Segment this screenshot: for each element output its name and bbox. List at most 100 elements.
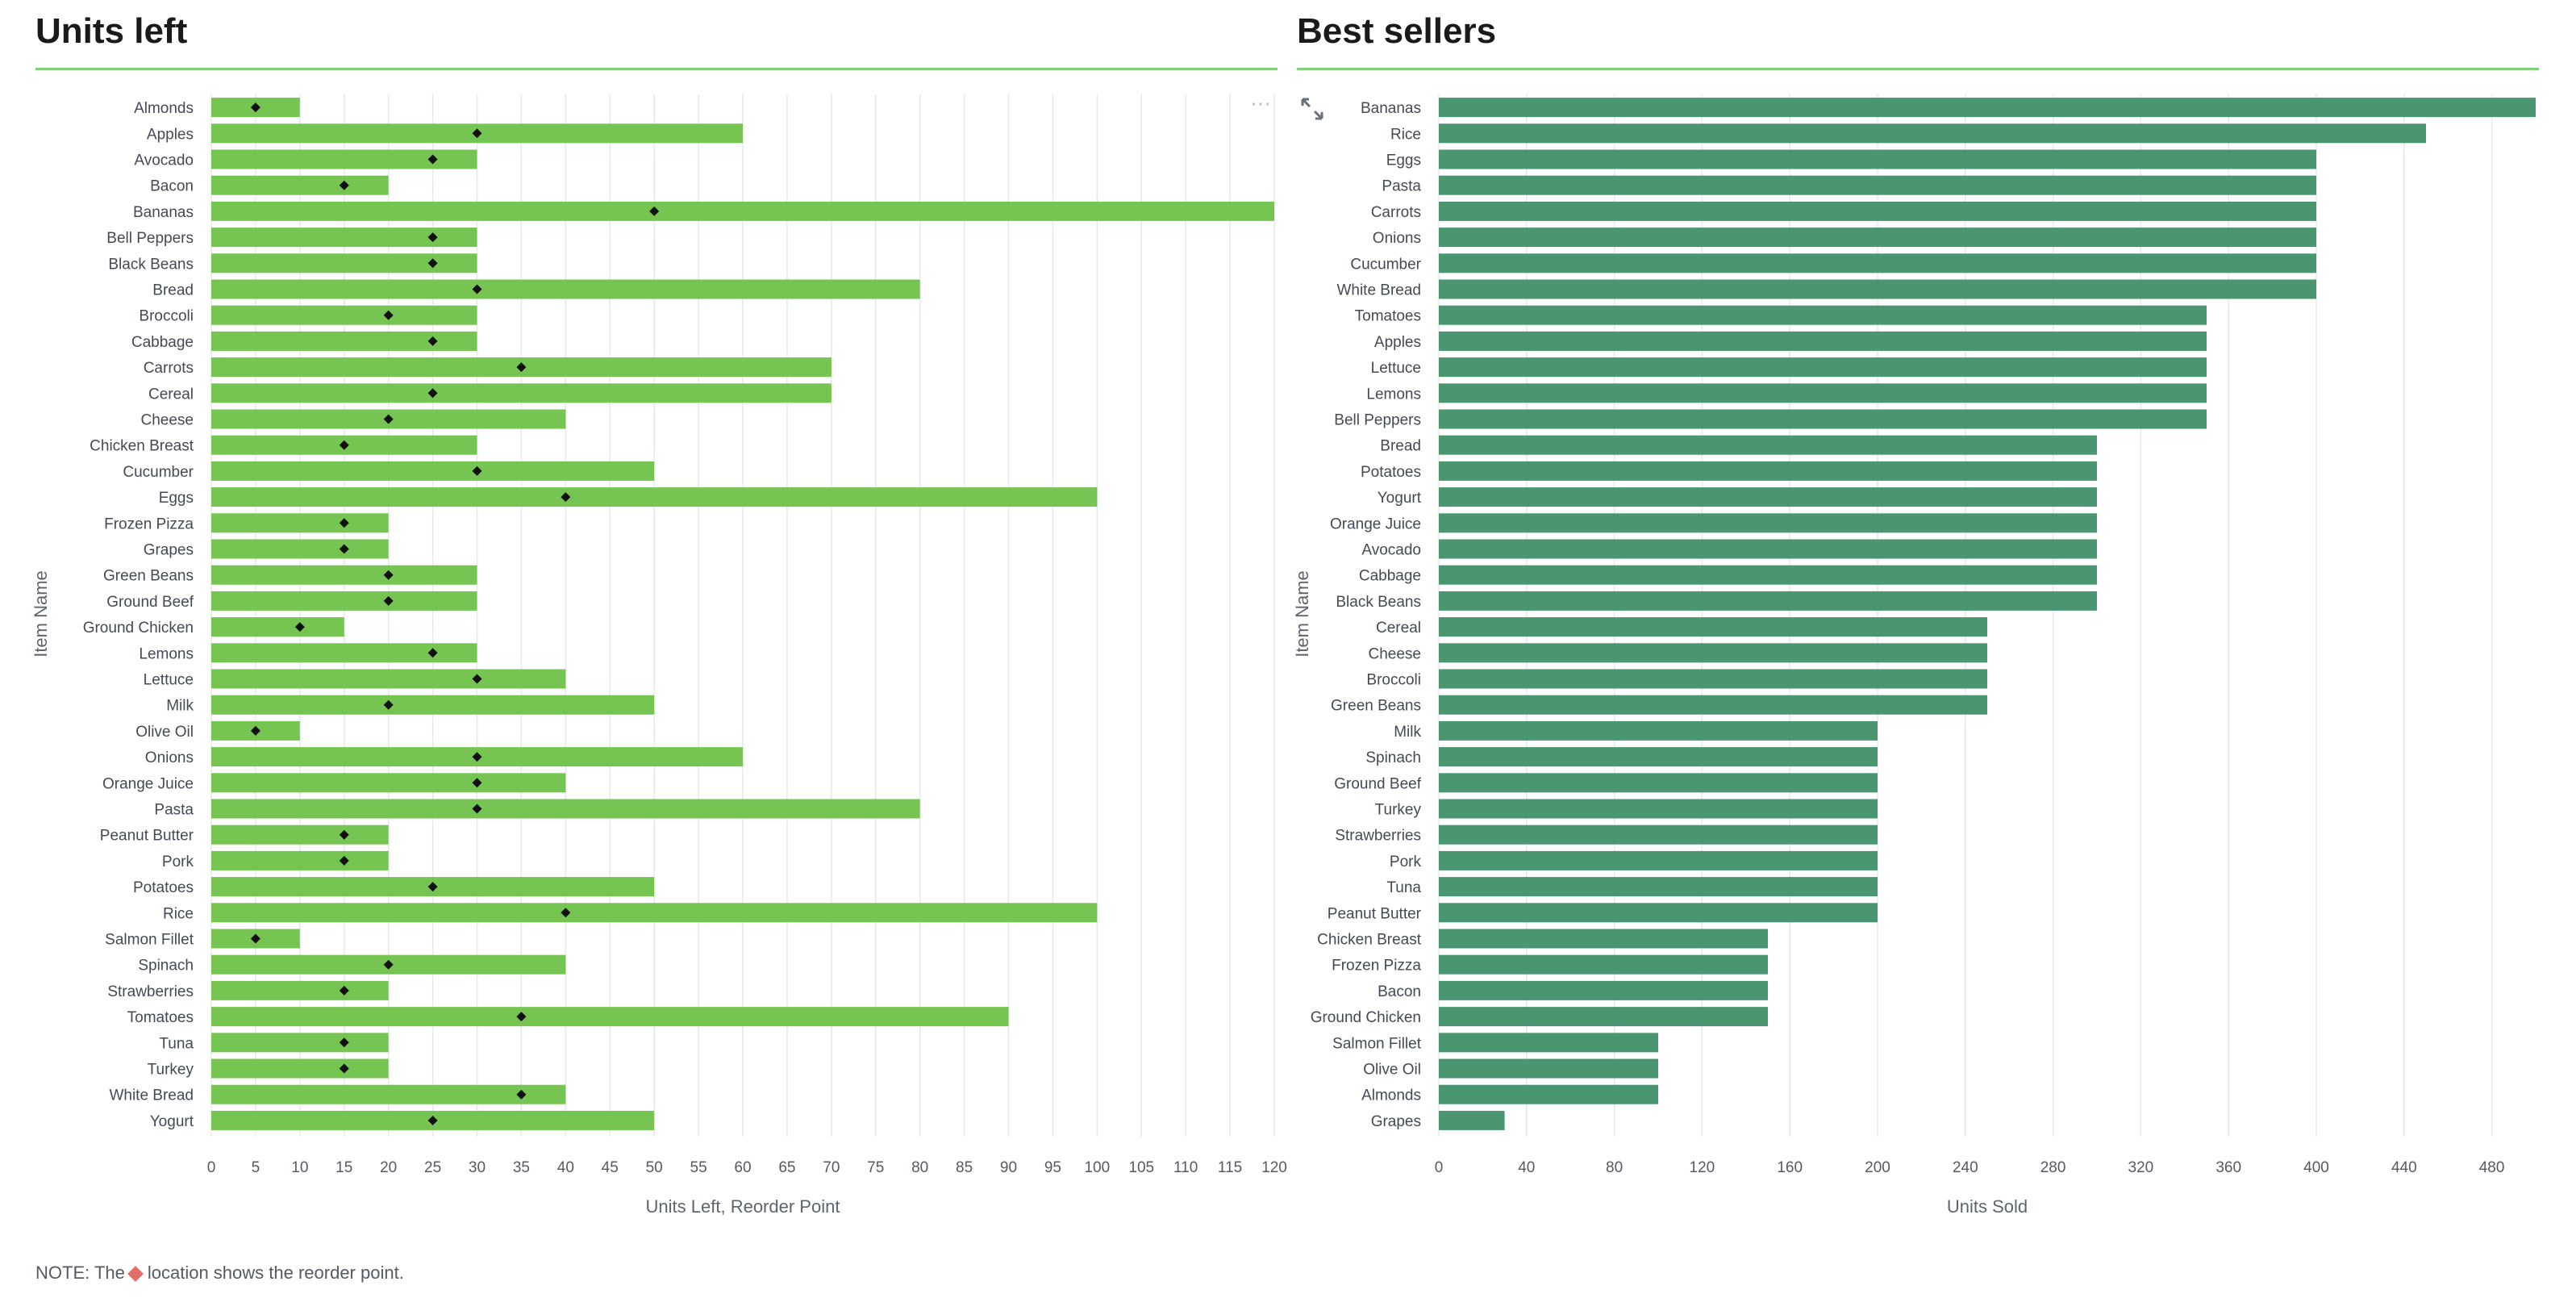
category-label: Peanut Butter bbox=[100, 828, 194, 845]
category-label: Ground Beef bbox=[106, 594, 194, 611]
bar bbox=[211, 565, 477, 585]
reorder-marker bbox=[472, 752, 482, 762]
bar bbox=[1439, 565, 2097, 585]
bar bbox=[1439, 617, 1987, 637]
category-label: Tuna bbox=[1386, 879, 1421, 896]
reorder-marker bbox=[294, 622, 305, 632]
bar bbox=[211, 461, 655, 481]
reorder-note: NOTE: The location shows the reorder poin… bbox=[35, 1263, 404, 1284]
bar bbox=[1439, 980, 1768, 1000]
reorder-marker bbox=[427, 388, 438, 399]
bar bbox=[211, 1058, 389, 1079]
bar bbox=[1439, 850, 1878, 870]
x-tick-label: 0 bbox=[1435, 1159, 1444, 1176]
category-label: Bell Peppers bbox=[1334, 412, 1421, 429]
category-label: Bananas bbox=[1361, 100, 1421, 117]
category-label: Spinach bbox=[138, 958, 194, 975]
x-tick-label: 25 bbox=[424, 1159, 441, 1176]
category-label: Potatoes bbox=[133, 879, 194, 896]
bar bbox=[211, 591, 477, 611]
units-left-title: Units left bbox=[35, 11, 188, 51]
reorder-marker bbox=[250, 933, 261, 944]
x-tick-label: 15 bbox=[336, 1159, 352, 1176]
x-axis-label: Units Left, Reorder Point bbox=[646, 1196, 840, 1217]
bar bbox=[211, 903, 1098, 923]
bar bbox=[1439, 695, 1987, 715]
category-label: Lettuce bbox=[1371, 360, 1421, 377]
reorder-marker bbox=[339, 985, 349, 996]
bar bbox=[1439, 305, 2207, 325]
reorder-marker bbox=[561, 908, 571, 918]
x-tick-label: 65 bbox=[778, 1159, 795, 1176]
bar bbox=[211, 279, 920, 299]
bar bbox=[211, 695, 655, 715]
category-label: Yogurt bbox=[150, 1113, 194, 1130]
bar bbox=[1439, 331, 2207, 351]
x-tick-label: 0 bbox=[207, 1159, 216, 1176]
bar bbox=[1439, 201, 2316, 221]
bar bbox=[1439, 1110, 1505, 1130]
reorder-marker bbox=[383, 414, 394, 424]
bar bbox=[1439, 591, 2097, 611]
reorder-marker bbox=[472, 128, 482, 139]
bar bbox=[1439, 773, 1878, 793]
category-label: White Bread bbox=[1336, 282, 1421, 299]
category-label: Pasta bbox=[154, 802, 194, 819]
category-label: Apples bbox=[147, 126, 194, 143]
reorder-marker bbox=[516, 1089, 527, 1100]
reorder-marker bbox=[472, 284, 482, 294]
category-label: Grapes bbox=[144, 542, 194, 559]
category-label: Carrots bbox=[1371, 204, 1421, 221]
category-label: Olive Oil bbox=[135, 724, 194, 741]
bar bbox=[1439, 513, 2097, 533]
category-label: Bell Peppers bbox=[106, 230, 194, 247]
reorder-marker bbox=[339, 180, 349, 190]
category-label: Tuna bbox=[159, 1035, 194, 1052]
bars bbox=[1439, 98, 2536, 1130]
bar bbox=[1439, 435, 2097, 455]
reorder-marker bbox=[516, 362, 527, 373]
bar bbox=[1439, 409, 2207, 429]
category-label: Cereal bbox=[1376, 620, 1421, 637]
x-tick-label: 85 bbox=[956, 1159, 973, 1176]
y-axis-label: Item Name bbox=[31, 570, 51, 658]
x-tick-label: 160 bbox=[1777, 1159, 1803, 1176]
bar bbox=[1439, 799, 1878, 819]
category-label: Cabbage bbox=[1359, 568, 1421, 585]
x-tick-label: 40 bbox=[1518, 1159, 1535, 1176]
x-tick-label: 120 bbox=[1690, 1159, 1715, 1176]
more-horizontal-icon[interactable]: ⋯ bbox=[1250, 91, 1272, 115]
expand-icon[interactable] bbox=[1300, 97, 1324, 121]
bar bbox=[1439, 1084, 1658, 1104]
bar bbox=[1439, 279, 2316, 299]
reorder-marker bbox=[427, 648, 438, 658]
reorder-marker bbox=[472, 674, 482, 684]
reorder-marker bbox=[427, 1115, 438, 1125]
category-label: Yogurt bbox=[1378, 490, 1422, 507]
reorder-marker bbox=[383, 699, 394, 710]
category-label: Pasta bbox=[1382, 178, 1421, 195]
reorder-marker bbox=[427, 336, 438, 346]
reorder-marker bbox=[427, 882, 438, 892]
reorder-marker bbox=[427, 154, 438, 165]
x-tick-label: 10 bbox=[291, 1159, 308, 1176]
x-tick-label: 30 bbox=[469, 1159, 486, 1176]
category-label: Ground Beef bbox=[1334, 775, 1421, 792]
reorder-marker bbox=[339, 440, 349, 450]
x-tick-label: 80 bbox=[911, 1159, 928, 1176]
category-label: Bread bbox=[1380, 438, 1421, 455]
reorder-marker bbox=[339, 544, 349, 554]
x-tick-label: 100 bbox=[1084, 1159, 1110, 1176]
gridlines bbox=[210, 94, 1275, 1137]
category-label: Frozen Pizza bbox=[1332, 958, 1421, 975]
reorder-marker bbox=[339, 829, 349, 840]
bar bbox=[1439, 720, 1878, 741]
best-sellers-title-rule bbox=[1297, 68, 2539, 70]
reorder-marker bbox=[339, 855, 349, 866]
category-label: Pork bbox=[162, 854, 194, 870]
category-label: Ground Chicken bbox=[1311, 1009, 1421, 1026]
bar bbox=[211, 513, 389, 533]
units-left-title-rule bbox=[35, 68, 1278, 70]
bar bbox=[211, 487, 1098, 507]
x-tick-label: 70 bbox=[823, 1159, 840, 1176]
